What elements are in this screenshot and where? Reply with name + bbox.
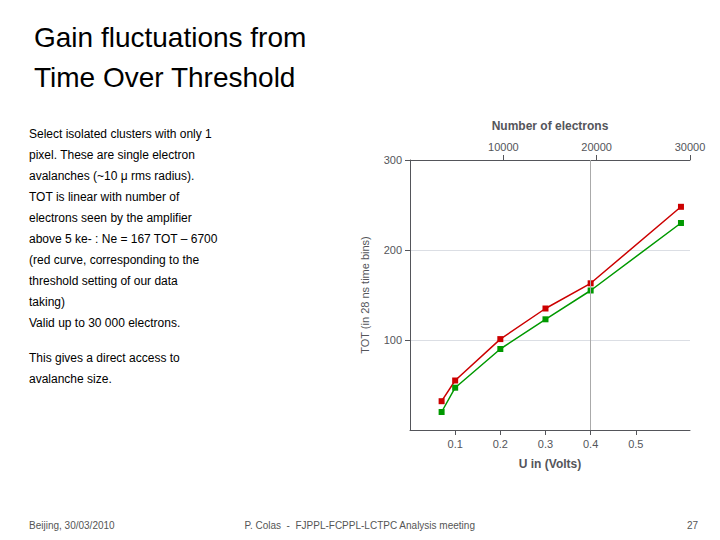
svg-text:0.5: 0.5 bbox=[628, 438, 643, 450]
svg-text:pixel. These are single electr: pixel. These are single electron bbox=[29, 148, 195, 162]
svg-text:27: 27 bbox=[687, 520, 699, 531]
svg-text:electrons seen by the amplifie: electrons seen by the amplifier bbox=[29, 211, 192, 225]
svg-text:This gives a direct access to: This gives a direct access to bbox=[29, 351, 180, 365]
svg-text:threshold setting of our data: threshold setting of our data bbox=[29, 274, 178, 288]
svg-text:taking): taking) bbox=[29, 295, 65, 309]
svg-text:(red curve, corresponding to t: (red curve, corresponding to the bbox=[29, 253, 199, 267]
svg-text:0.1: 0.1 bbox=[448, 438, 463, 450]
svg-text:20000: 20000 bbox=[581, 141, 612, 153]
svg-text:avalanches (~10 μ rms radius).: avalanches (~10 μ rms radius). bbox=[29, 169, 194, 183]
svg-text:TOT is linear with number of: TOT is linear with number of bbox=[29, 190, 180, 204]
svg-text:0.4: 0.4 bbox=[583, 438, 598, 450]
svg-text:Beijing, 30/03/2010: Beijing, 30/03/2010 bbox=[29, 520, 115, 531]
svg-text:300: 300 bbox=[384, 154, 402, 166]
svg-text:0.3: 0.3 bbox=[538, 438, 553, 450]
svg-text:10000: 10000 bbox=[488, 141, 519, 153]
svg-text:0.2: 0.2 bbox=[493, 438, 508, 450]
svg-text:Select isolated clusters with: Select isolated clusters with only 1 bbox=[29, 127, 212, 141]
svg-text:Gain fluctuations from: Gain fluctuations from bbox=[34, 22, 306, 53]
svg-text:TOT (in 28 ns time bins): TOT (in 28 ns time bins) bbox=[359, 236, 371, 354]
svg-text:P. Colas - FJPPL-FCPPL-LCTPC: P. Colas - FJPPL-FCPPL-LCTPC Analysis me… bbox=[244, 520, 474, 531]
svg-text:above 5 ke- : Ne = 167 TOT – 6: above 5 ke- : Ne = 167 TOT – 6700 bbox=[29, 232, 218, 246]
svg-text:Time Over Threshold: Time Over Threshold bbox=[34, 62, 295, 93]
svg-text:200: 200 bbox=[384, 244, 402, 256]
svg-text:Number of electrons: Number of electrons bbox=[492, 119, 609, 133]
svg-text:Valid up to 30 000 electrons.: Valid up to 30 000 electrons. bbox=[29, 316, 180, 330]
svg-text:30000: 30000 bbox=[675, 141, 706, 153]
svg-text:U in (Volts): U in (Volts) bbox=[519, 457, 581, 471]
svg-text:avalanche size.: avalanche size. bbox=[29, 372, 112, 386]
svg-text:100: 100 bbox=[384, 334, 402, 346]
